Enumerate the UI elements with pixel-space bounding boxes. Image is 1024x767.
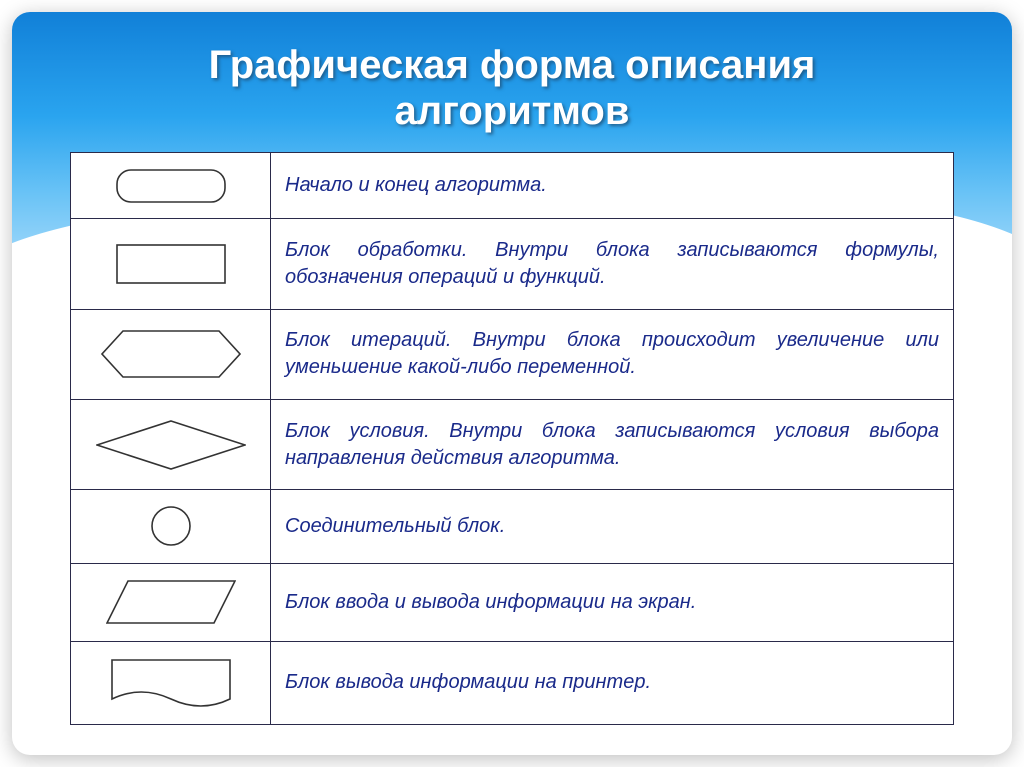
description-cell: Блок ввода и вывода информации на экран. [271,563,954,641]
connector-icon [85,506,256,546]
table-row: Блок ввода и вывода информации на экран. [71,563,954,641]
document-shape-cell [71,641,271,724]
terminator-icon [85,169,256,203]
table-row: Блок обработки. Внутри блока записываютс… [71,219,954,309]
diamond-icon [85,420,256,470]
document-icon [85,659,256,707]
parallelogram-icon [85,580,256,624]
description-cell: Блок итераций. Внутри блока происходит у… [271,309,954,399]
title-line-1: Графическая форма описания [209,43,816,87]
title-line-2: алгоритмов [395,89,630,133]
diamond-shape-cell [71,399,271,489]
process-icon [85,244,256,284]
table-body: Начало и конец алгоритма.Блок обработки.… [71,153,954,725]
parallelogram-shape-cell [71,563,271,641]
description-cell: Блок условия. Внутри блока записываются … [271,399,954,489]
hexagon-shape-cell [71,309,271,399]
connector-shape-cell [71,490,271,563]
terminator-shape-cell [71,153,271,219]
description-cell: Блок обработки. Внутри блока записываютс… [271,219,954,309]
table-row: Блок условия. Внутри блока записываются … [71,399,954,489]
table-row: Начало и конец алгоритма. [71,153,954,219]
slide: Графическая форма описания алгоритмов На… [0,0,1024,767]
hexagon-icon [85,330,256,378]
description-cell: Соединительный блок. [271,490,954,563]
table-row: Блок итераций. Внутри блока происходит у… [71,309,954,399]
table-row: Блок вывода информации на принтер. [71,641,954,724]
description-cell: Начало и конец алгоритма. [271,153,954,219]
process-shape-cell [71,219,271,309]
table-container: Начало и конец алгоритма.Блок обработки.… [70,152,954,725]
slide-card: Графическая форма описания алгоритмов На… [12,12,1012,755]
flowchart-symbols-table: Начало и конец алгоритма.Блок обработки.… [70,152,954,725]
slide-title: Графическая форма описания алгоритмов [12,42,1012,134]
table-row: Соединительный блок. [71,490,954,563]
description-cell: Блок вывода информации на принтер. [271,641,954,724]
